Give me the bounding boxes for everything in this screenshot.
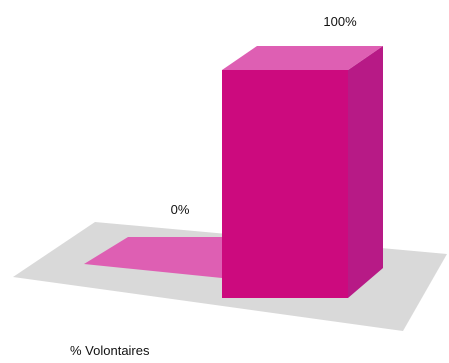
bar-1: [222, 46, 383, 298]
bar-1-top: [222, 46, 383, 70]
bars-group: [84, 46, 383, 298]
bar-1-front: [222, 70, 348, 298]
x-axis-label: % Volontaires: [70, 343, 150, 358]
bar-0: [84, 237, 222, 278]
bar-0-flat: [84, 237, 222, 278]
bar-1-side: [348, 46, 383, 298]
value-label-0: 0%: [171, 202, 190, 217]
value-labels-group: 0% 100%: [171, 14, 357, 217]
value-label-1: 100%: [323, 14, 357, 29]
